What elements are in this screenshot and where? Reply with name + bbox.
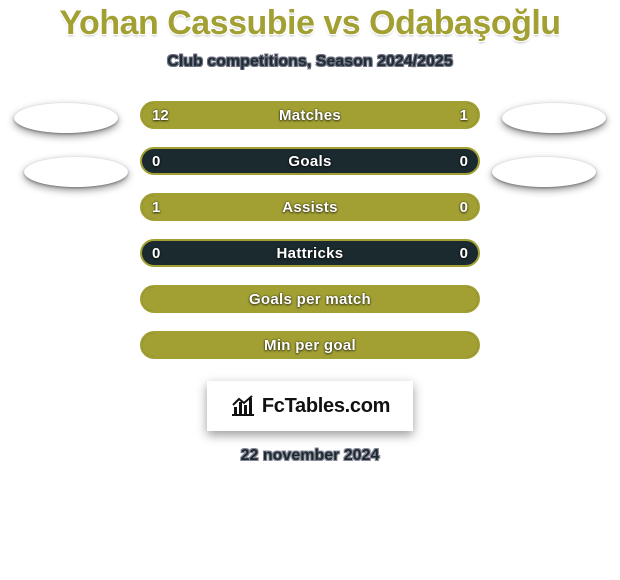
player-left-badge-2	[24, 157, 128, 187]
stat-bar: Goals per match	[140, 285, 480, 313]
stat-bar: 1Assists0	[140, 193, 480, 221]
chart-stage: 12Matches10Goals01Assists00Hattricks0Goa…	[10, 101, 610, 359]
player-right-badge-2	[492, 157, 596, 187]
stat-bars: 12Matches10Goals01Assists00Hattricks0Goa…	[140, 101, 480, 359]
bar-value-right: 0	[460, 153, 468, 170]
page-subtitle: Club competitions, Season 2024/2025	[167, 53, 452, 71]
page-title: Yohan Cassubie vs Odabaşoğlu	[59, 4, 560, 43]
bar-value-right: 1	[460, 107, 468, 124]
footer-date: 22 november 2024	[241, 447, 380, 465]
source-logo-text: FcTables.com	[262, 395, 390, 418]
bar-label: Assists	[142, 199, 478, 216]
source-logo: FcTables.com	[207, 381, 413, 431]
bar-label: Hattricks	[142, 245, 478, 262]
chart-icon	[230, 395, 256, 417]
stat-bar: 0Hattricks0	[140, 239, 480, 267]
player-left-badge-1	[14, 103, 118, 133]
comparison-card: Yohan Cassubie vs Odabaşoğlu Club compet…	[0, 0, 620, 580]
stat-bar: Min per goal	[140, 331, 480, 359]
stat-bar: 0Goals0	[140, 147, 480, 175]
player-right-badge-1	[502, 103, 606, 133]
bar-value-right: 0	[460, 245, 468, 262]
bar-label: Matches	[142, 107, 478, 124]
stat-bar: 12Matches1	[140, 101, 480, 129]
bar-value-right: 0	[460, 199, 468, 216]
bar-label: Min per goal	[142, 337, 478, 354]
bar-label: Goals per match	[142, 291, 478, 308]
bar-label: Goals	[142, 153, 478, 170]
